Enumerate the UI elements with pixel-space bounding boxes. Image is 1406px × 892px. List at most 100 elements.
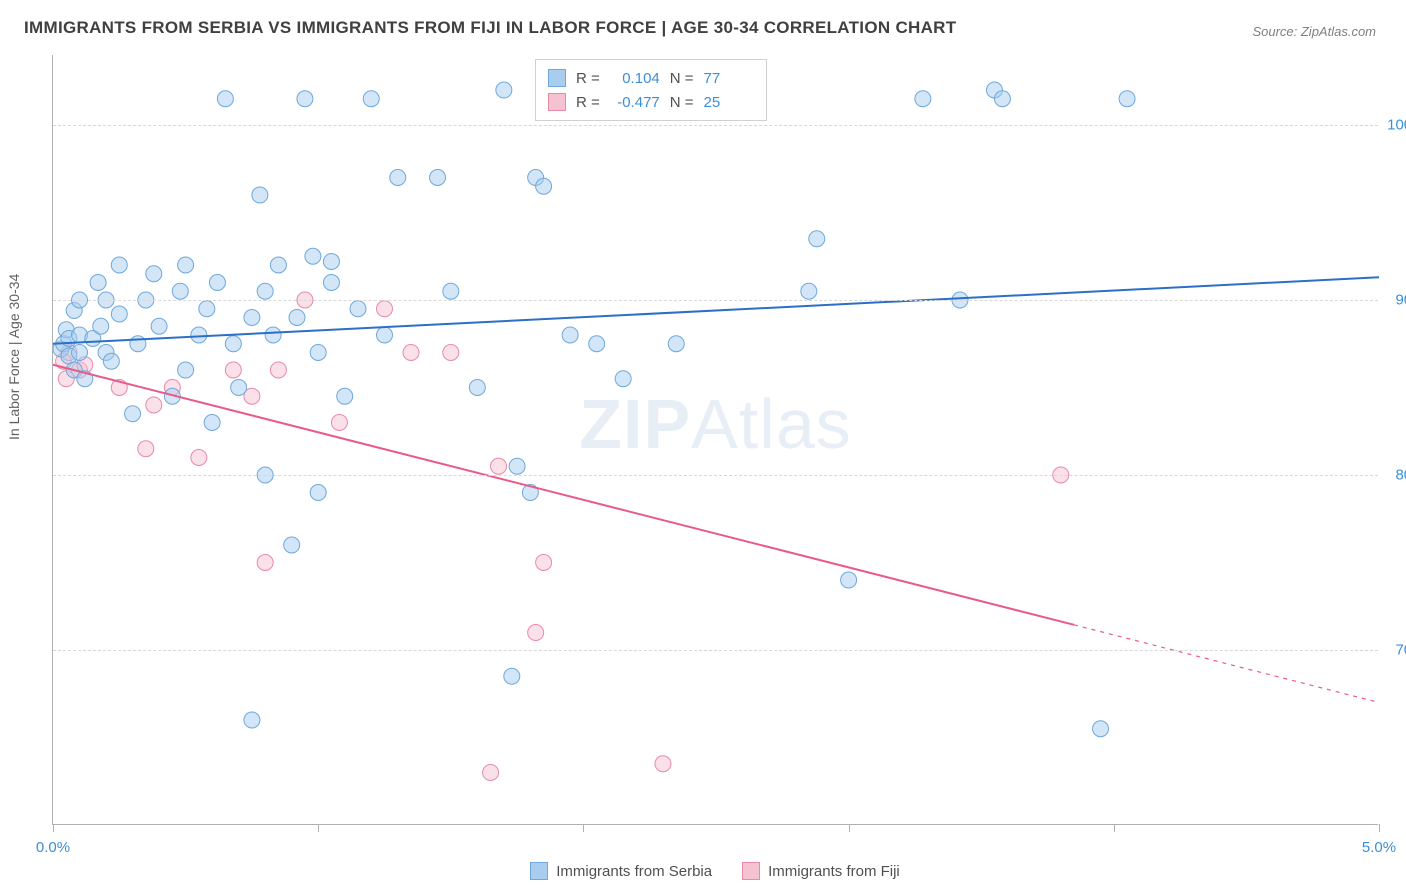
xtick <box>53 824 54 832</box>
scatter-point <box>655 756 671 772</box>
gridline <box>53 300 1378 301</box>
scatter-point <box>199 301 215 317</box>
scatter-point <box>809 231 825 247</box>
scatter-point <box>72 345 88 361</box>
scatter-point <box>915 91 931 107</box>
legend-stats-row: R = -0.477 N = 25 <box>548 90 754 114</box>
scatter-point <box>310 485 326 501</box>
scatter-point <box>172 283 188 299</box>
gridline <box>53 125 1378 126</box>
scatter-point <box>504 668 520 684</box>
legend-stats-box: R =0.104N =77R =-0.477N =25 <box>535 59 767 121</box>
ytick-label: 70.0% <box>1383 642 1406 659</box>
xtick <box>1114 824 1115 832</box>
xtick <box>1379 824 1380 832</box>
xtick-label: 5.0% <box>1362 839 1396 856</box>
legend-swatch <box>530 862 548 880</box>
scatter-point <box>536 555 552 571</box>
legend-item: Immigrants from Fiji <box>742 862 900 880</box>
scatter-point <box>377 327 393 343</box>
trend-line-dashed <box>1074 625 1379 703</box>
scatter-point <box>1119 91 1135 107</box>
legend-label: Immigrants from Serbia <box>556 863 712 880</box>
gridline <box>53 475 1378 476</box>
scatter-point <box>297 91 313 107</box>
ytick-label: 80.0% <box>1383 467 1406 484</box>
scatter-point <box>615 371 631 387</box>
scatter-point <box>562 327 578 343</box>
scatter-point <box>225 336 241 352</box>
scatter-point <box>257 283 273 299</box>
scatter-point <box>231 380 247 396</box>
chart-title: IMMIGRANTS FROM SERBIA VS IMMIGRANTS FRO… <box>24 18 956 38</box>
legend-label: Immigrants from Fiji <box>768 863 900 880</box>
scatter-point <box>204 415 220 431</box>
stat-label: N = <box>670 94 694 111</box>
scatter-point <box>390 170 406 186</box>
legend-item: Immigrants from Serbia <box>530 862 712 880</box>
scatter-point <box>90 275 106 291</box>
xtick-label: 0.0% <box>36 839 70 856</box>
scatter-point <box>125 406 141 422</box>
scatter-point <box>111 257 127 273</box>
scatter-point <box>146 397 162 413</box>
source-label: Source: ZipAtlas.com <box>1252 24 1376 39</box>
stat-label: R = <box>576 70 600 87</box>
scatter-point <box>430 170 446 186</box>
bottom-legend: Immigrants from Serbia Immigrants from Fi… <box>52 862 1378 880</box>
legend-swatch <box>548 93 566 111</box>
scatter-point <box>270 362 286 378</box>
scatter-point <box>289 310 305 326</box>
scatter-point <box>491 458 507 474</box>
scatter-point <box>483 765 499 781</box>
legend-stats-row: R =0.104N =77 <box>548 66 754 90</box>
scatter-point <box>1093 721 1109 737</box>
stat-value: 25 <box>704 94 754 111</box>
scatter-point <box>589 336 605 352</box>
scatter-point <box>994 91 1010 107</box>
scatter-point <box>191 327 207 343</box>
scatter-point <box>443 345 459 361</box>
scatter-point <box>363 91 379 107</box>
scatter-point <box>305 248 321 264</box>
y-axis-label: In Labor Force | Age 30-34 <box>6 274 22 440</box>
scatter-point <box>323 254 339 270</box>
scatter-point <box>146 266 162 282</box>
scatter-point <box>323 275 339 291</box>
scatter-point <box>337 388 353 404</box>
xtick <box>849 824 850 832</box>
stat-value: 77 <box>704 70 754 87</box>
scatter-point <box>244 310 260 326</box>
scatter-point <box>443 283 459 299</box>
stat-label: N = <box>670 70 694 87</box>
ytick-label: 90.0% <box>1383 292 1406 309</box>
scatter-point <box>209 275 225 291</box>
scatter-point <box>225 362 241 378</box>
scatter-point <box>403 345 419 361</box>
scatter-point <box>270 257 286 273</box>
scatter-point <box>257 555 273 571</box>
scatter-point <box>103 353 119 369</box>
scatter-point <box>509 458 525 474</box>
trend-line <box>53 365 1074 625</box>
scatter-point <box>151 318 167 334</box>
scatter-point <box>178 257 194 273</box>
scatter-point <box>130 336 146 352</box>
scatter-point <box>350 301 366 317</box>
scatter-point <box>138 441 154 457</box>
legend-swatch <box>548 69 566 87</box>
scatter-point <box>191 450 207 466</box>
scatter-point <box>310 345 326 361</box>
legend-swatch <box>742 862 760 880</box>
plot-area: ZIPAtlas R =0.104N =77R =-0.477N =25 70.… <box>52 55 1378 825</box>
stat-value: -0.477 <box>610 94 660 111</box>
scatter-point <box>668 336 684 352</box>
scatter-point <box>111 306 127 322</box>
xtick <box>583 824 584 832</box>
scatter-point <box>536 178 552 194</box>
scatter-point <box>93 318 109 334</box>
scatter-point <box>469 380 485 396</box>
xtick <box>318 824 319 832</box>
scatter-point <box>377 301 393 317</box>
stat-label: R = <box>576 94 600 111</box>
